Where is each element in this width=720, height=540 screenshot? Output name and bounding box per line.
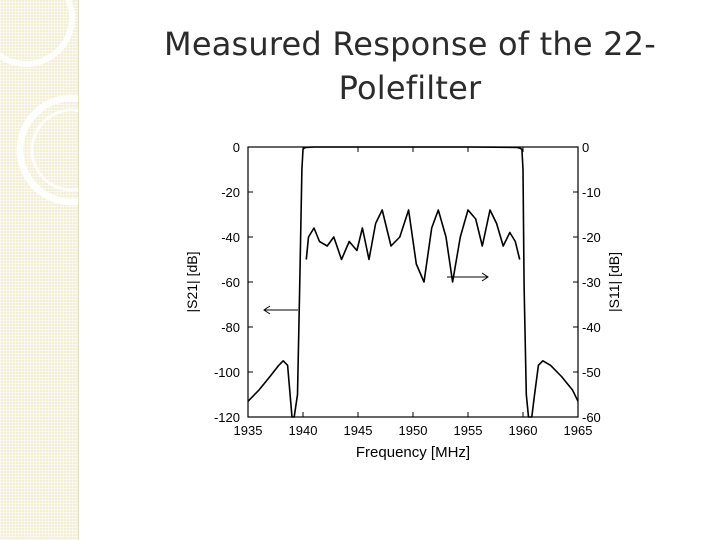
x-tick-label: 1950 (399, 423, 428, 438)
x-tick-label: 1935 (234, 423, 263, 438)
decorative-rings (0, 0, 78, 206)
x-tick-label: 1945 (344, 423, 373, 438)
slide-title: Measured Response of the 22- Polefilter (110, 22, 710, 110)
s21-axis-arrow-head (263, 305, 271, 315)
y-left-tick-label: -40 (221, 230, 240, 245)
s11-axis-arrow-head (481, 272, 489, 282)
y-right-tick-label: -40 (582, 320, 601, 335)
y-right-tick-label: -10 (582, 185, 601, 200)
y-left-tick-label: -20 (221, 185, 240, 200)
slide-title-line1: Measured Response of the 22- (164, 25, 656, 63)
decorative-ring (30, 108, 78, 192)
x-tick-label: 1965 (564, 423, 593, 438)
s21-series-line (247, 146, 579, 418)
y-left-axis-label: |S21| [dB] (184, 252, 200, 313)
y-right-tick-label: -30 (582, 275, 601, 290)
y-left-tick-label: -60 (221, 275, 240, 290)
y-left-tick-label: -100 (214, 365, 240, 380)
y-right-tick-label: -60 (582, 410, 601, 425)
decorative-ring (0, 0, 75, 67)
y-right-axis-label: |S11| [dB] (606, 252, 622, 312)
y-right-tick-label: 0 (582, 140, 589, 155)
s11-series-line (305, 209, 521, 283)
y-left-tick-label: -120 (214, 410, 240, 425)
y-right-tick-label: -50 (582, 365, 601, 380)
x-tick-label: 1940 (289, 423, 318, 438)
x-axis-label: Frequency [MHz] (356, 444, 470, 461)
y-left-tick-label: -80 (221, 320, 240, 335)
slide-title-line2: Polefilter (338, 69, 482, 107)
y-left-tick-label: 0 (233, 140, 240, 155)
y-right-tick-label: -20 (582, 230, 601, 245)
decorative-side-band (0, 0, 79, 540)
x-tick-label: 1955 (454, 423, 483, 438)
x-tick-label: 1960 (509, 423, 538, 438)
decorative-ring (16, 94, 78, 206)
